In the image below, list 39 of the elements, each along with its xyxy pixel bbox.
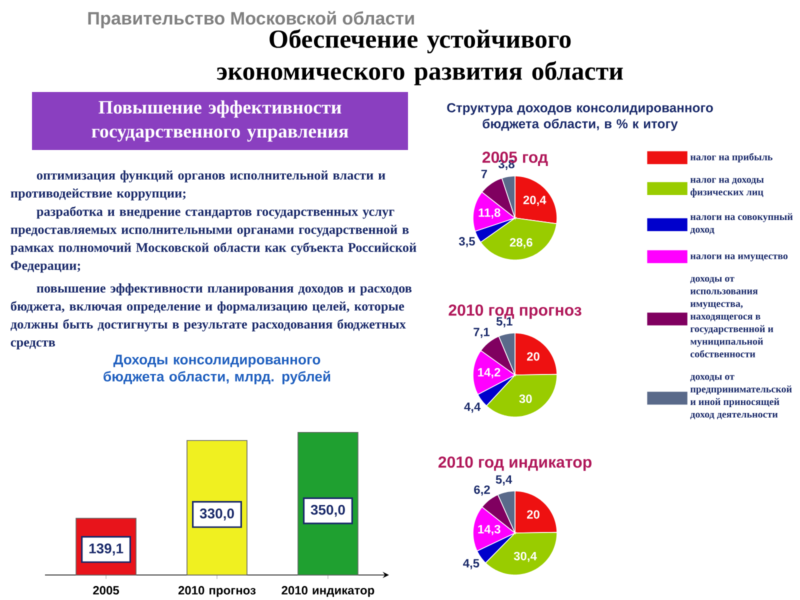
text: Повышение эффективности государственного управления [92, 100, 348, 142]
data-label: 330,0 [200, 508, 234, 520]
legend-label: налоги на совокупный доход [690, 213, 793, 234]
legend-label: налог на прибыль [690, 153, 772, 162]
data-label: 28,6 [510, 238, 532, 248]
data-label: 4,4 [464, 402, 481, 413]
data-label: 5,4 [496, 475, 512, 486]
text: повышение эффективности планирования доходов и расходов бюджета, включая определение и формализацию целей, которые должны быть достигнуты в результате расходования бюджетных средств [10, 283, 412, 350]
chart-title: Доходы консолидированного бюджета области, млрд. рублей [104, 354, 330, 384]
text: Правительство Московской области [88, 11, 414, 28]
data-label: 7,1 [474, 328, 490, 338]
x-tick-label: 2010 прогноз [178, 586, 256, 597]
data-label: 14,3 [478, 524, 500, 536]
legend-label: доходы от предпринимательской и иной приносящей доход деятельности [690, 375, 792, 420]
data-label: 11,8 [478, 208, 500, 219]
data-label: 350,0 [310, 504, 345, 517]
legend-label: доходы от использования имущества, находящегося в государственной и муниципальной собственности [690, 276, 774, 358]
x-tick-label: 2005 [93, 586, 120, 595]
legend-label: налог на доходы физических лиц [690, 178, 764, 198]
data-label: 30 [519, 394, 532, 404]
data-label: 5,1 [496, 317, 512, 328]
legend-label: налоги на имущество [690, 254, 788, 262]
data-label: 4,5 [463, 559, 480, 570]
data-label: 6,2 [474, 485, 490, 496]
text: разработка и внедрение стандартов государственных услуг предоставляемых исполнительными органами государственной в рамках полномочий Московской области как субъекта Российской Федерации; [10, 206, 416, 273]
data-label: 20 [527, 510, 540, 519]
x-tick-label: 2010 индикатор [282, 586, 374, 597]
text: Обеспечение устойчивого экономического развития области [217, 29, 623, 86]
data-label: 20 [527, 352, 540, 361]
data-label: 30,4 [514, 552, 537, 562]
chart-title: 2010 год индикатор [438, 456, 592, 471]
data-label: 7 [481, 170, 487, 178]
data-label: 139,1 [89, 544, 124, 556]
data-label: 20,4 [523, 196, 546, 206]
data-label: 3,5 [458, 237, 475, 248]
chart-title: 2010 год прогноз [448, 304, 582, 319]
data-label: 14,2 [478, 368, 500, 378]
text: оптимизация функций органов исполнительной власти и противодействие коррупции; [10, 170, 386, 200]
chart-subtitle: Структура доходов консолидированного бюджета области, в % к итогу [447, 103, 713, 131]
